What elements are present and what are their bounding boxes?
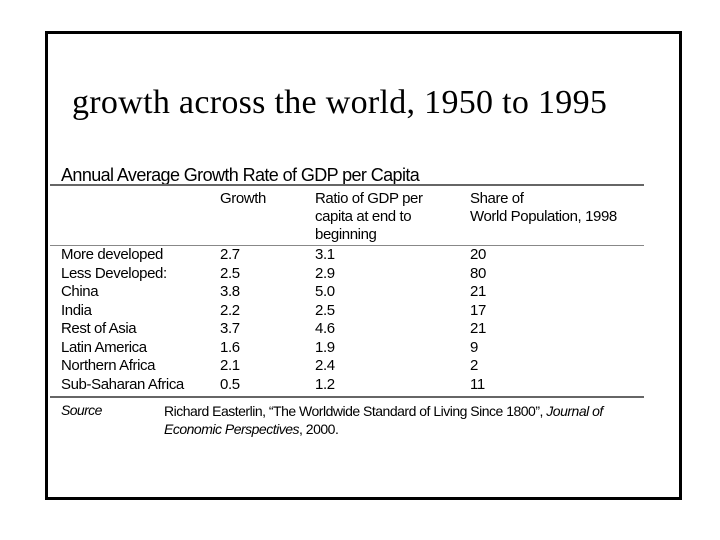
cell-region: Sub-Saharan Africa <box>61 375 184 393</box>
cell-region: China <box>61 283 99 300</box>
source-citation-text: Richard Easterlin, “The Worldwide Standa… <box>164 403 547 419</box>
cell-share: 11 <box>470 375 485 393</box>
cell-region: Northern Africa <box>61 357 156 374</box>
header-growth: Growth <box>220 190 266 207</box>
cell-growth: 3.8 <box>220 283 240 300</box>
table-row: Latin America 1.6 1.9 9 <box>50 339 644 358</box>
table-row: Sub-Saharan Africa 0.5 1.2 11 <box>50 376 644 395</box>
table-row: Rest of Asia 3.7 4.6 21 <box>50 320 644 339</box>
cell-ratio: 2.9 <box>315 264 335 282</box>
header-ratio: Ratio of GDP per capita at end to beginn… <box>315 190 455 244</box>
cell-share: 9 <box>470 338 478 356</box>
source-label: Source <box>61 402 102 418</box>
cell-ratio: 4.6 <box>315 320 335 337</box>
cell-ratio: 3.1 <box>315 246 335 263</box>
cell-growth: 0.5 <box>220 375 240 393</box>
header-share-line: Share of <box>470 190 524 207</box>
cell-growth: 2.1 <box>220 357 240 374</box>
cell-region: Less Developed: <box>61 264 167 282</box>
table-row: China 3.8 5.0 21 <box>50 283 644 302</box>
table-row: More developed 2.7 3.1 20 <box>50 246 644 265</box>
cell-growth: 2.2 <box>220 301 240 319</box>
source-citation: Richard Easterlin, “The Worldwide Standa… <box>164 402 654 438</box>
cell-ratio: 1.9 <box>315 338 335 356</box>
source-citation-end: , 2000. <box>299 421 339 437</box>
cell-share: 80 <box>470 264 486 282</box>
table-rule-top <box>50 184 644 186</box>
cell-growth: 1.6 <box>220 338 240 356</box>
source-journal: Journal of Economic Perspectives <box>164 403 603 437</box>
table-rule-bottom <box>50 396 644 398</box>
cell-growth: 2.7 <box>220 246 240 263</box>
cell-share: 21 <box>470 320 486 337</box>
cell-region: Latin America <box>61 338 147 356</box>
cell-share: 20 <box>470 246 486 263</box>
header-ratio-line: Ratio of GDP per <box>315 190 423 207</box>
cell-share: 17 <box>470 301 486 319</box>
cell-ratio: 2.4 <box>315 357 335 374</box>
header-share-line: World Population, 1998 <box>470 208 617 225</box>
slide-frame <box>45 31 682 500</box>
cell-share: 2 <box>470 357 478 374</box>
header-share: Share of World Population, 1998 <box>470 190 640 226</box>
table-rule-header <box>50 245 644 246</box>
cell-growth: 2.5 <box>220 264 240 282</box>
cell-ratio: 2.5 <box>315 301 335 319</box>
table-row: India 2.2 2.5 17 <box>50 302 644 321</box>
cell-share: 21 <box>470 283 486 300</box>
table-row: Northern Africa 2.1 2.4 2 <box>50 357 644 376</box>
cell-region: More developed <box>61 246 163 263</box>
table-row: Less Developed: 2.5 2.9 80 <box>50 265 644 284</box>
table-caption: Annual Average Growth Rate of GDP per Ca… <box>61 165 420 185</box>
cell-region: Rest of Asia <box>61 320 137 337</box>
slide-title: growth across the world, 1950 to 1995 <box>72 84 608 121</box>
header-ratio-line: capita at end to <box>315 208 412 225</box>
cell-growth: 3.7 <box>220 320 240 337</box>
cell-ratio: 1.2 <box>315 375 335 393</box>
header-ratio-line: beginning <box>315 226 377 243</box>
cell-region: India <box>61 301 92 319</box>
cell-ratio: 5.0 <box>315 283 335 300</box>
